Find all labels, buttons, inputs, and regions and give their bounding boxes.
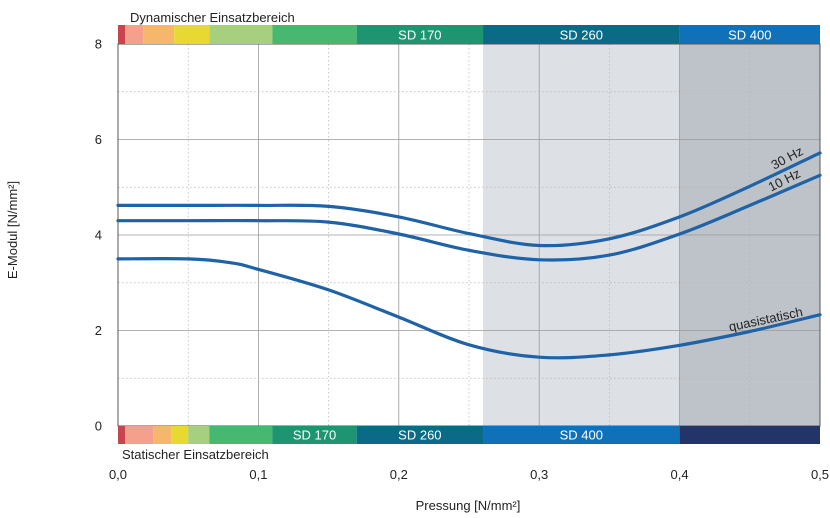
- top-band-segment-8: [679, 25, 820, 44]
- bottom-band-segment-5: [209, 426, 273, 444]
- bottom-band-segment-label: SD 170: [293, 428, 336, 443]
- x-axis-title: Pressung [N/mm²]: [416, 498, 521, 513]
- bottom-band-label: Statischer Einsatzbereich: [122, 447, 269, 462]
- top-band-segment-7: [483, 25, 680, 44]
- x-tick-label: 0,3: [530, 467, 548, 482]
- top-band-segment-3: [174, 25, 210, 44]
- top-band-segment-label: SD 400: [728, 28, 771, 43]
- series-line-0: [116, 151, 822, 248]
- y-tick-label: 0: [95, 419, 102, 434]
- x-tick-label: 0,2: [390, 467, 408, 482]
- bottom-band-segment-3: [171, 426, 189, 444]
- top-band-segment-label: SD 170: [398, 28, 441, 43]
- y-axis-title: E-Modul [N/mm²]: [5, 181, 20, 279]
- x-tick-label: 0,4: [671, 467, 689, 482]
- top-band-segment-1: [125, 25, 144, 44]
- top-band-label: Dynamischer Einsatzbereich: [130, 10, 295, 25]
- bottom-band-segment-2: [153, 426, 172, 444]
- x-tick-label: 0,0: [109, 467, 127, 482]
- bottom-band-segment-9: [679, 426, 820, 444]
- y-tick-label: 8: [95, 37, 102, 52]
- series-line-2: [116, 256, 822, 360]
- range-bands: SD 170 SD 260 SD 400 SD 170 SD 260 SD 400: [118, 25, 820, 444]
- y-tick-label: 4: [95, 228, 102, 243]
- bottom-band-segment-0: [118, 426, 126, 444]
- x-tick-label: 0,1: [249, 467, 267, 482]
- x-tick-label: 0,5: [811, 467, 829, 482]
- bottom-band-segment-8: [483, 426, 680, 444]
- top-band-segment-6: [356, 25, 484, 44]
- bottom-band-segment-4: [188, 426, 210, 444]
- series-line-1: [116, 173, 822, 262]
- top-band-segment-2: [143, 25, 175, 44]
- y-tick-label: 6: [95, 132, 102, 147]
- top-band-segment-4: [209, 25, 273, 44]
- bottom-band-segment-label: SD 400: [560, 428, 603, 443]
- bottom-band-segment-6: [272, 426, 357, 444]
- bottom-band-segment-1: [125, 426, 154, 444]
- bottom-band-segment-label: SD 260: [398, 428, 441, 443]
- top-band-segment-label: SD 260: [560, 28, 603, 43]
- top-band-segment-0: [118, 25, 126, 44]
- tick-labels: 0,0 0,1 0,2 0,3 0,4 0,5 0 2 4 6 8: [95, 37, 829, 483]
- bottom-band-segment-7: [356, 426, 484, 444]
- top-band-segment-5: [272, 25, 357, 44]
- y-tick-label: 2: [95, 323, 102, 338]
